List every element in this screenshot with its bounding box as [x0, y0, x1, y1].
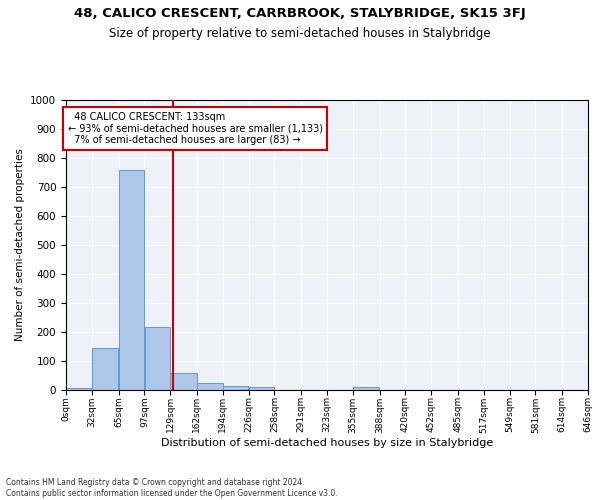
- Bar: [119, 170, 144, 390]
- X-axis label: Distribution of semi-detached houses by size in Stalybridge: Distribution of semi-detached houses by …: [161, 438, 493, 448]
- Bar: [197, 383, 223, 390]
- Text: Size of property relative to semi-detached houses in Stalybridge: Size of property relative to semi-detach…: [109, 28, 491, 40]
- Bar: [249, 386, 274, 390]
- Text: Contains HM Land Registry data © Crown copyright and database right 2024.
Contai: Contains HM Land Registry data © Crown c…: [6, 478, 338, 498]
- Bar: [170, 374, 197, 390]
- Bar: [145, 327, 170, 390]
- Text: 48, CALICO CRESCENT, CARRBROOK, STALYBRIDGE, SK15 3FJ: 48, CALICO CRESCENT, CARRBROOK, STALYBRI…: [74, 8, 526, 20]
- Y-axis label: Number of semi-detached properties: Number of semi-detached properties: [14, 148, 25, 342]
- Bar: [92, 348, 118, 390]
- Bar: [353, 386, 379, 390]
- Bar: [66, 388, 92, 390]
- Text: 48 CALICO CRESCENT: 133sqm  
← 93% of semi-detached houses are smaller (1,133)
 : 48 CALICO CRESCENT: 133sqm ← 93% of semi…: [68, 112, 323, 145]
- Bar: [223, 386, 248, 390]
